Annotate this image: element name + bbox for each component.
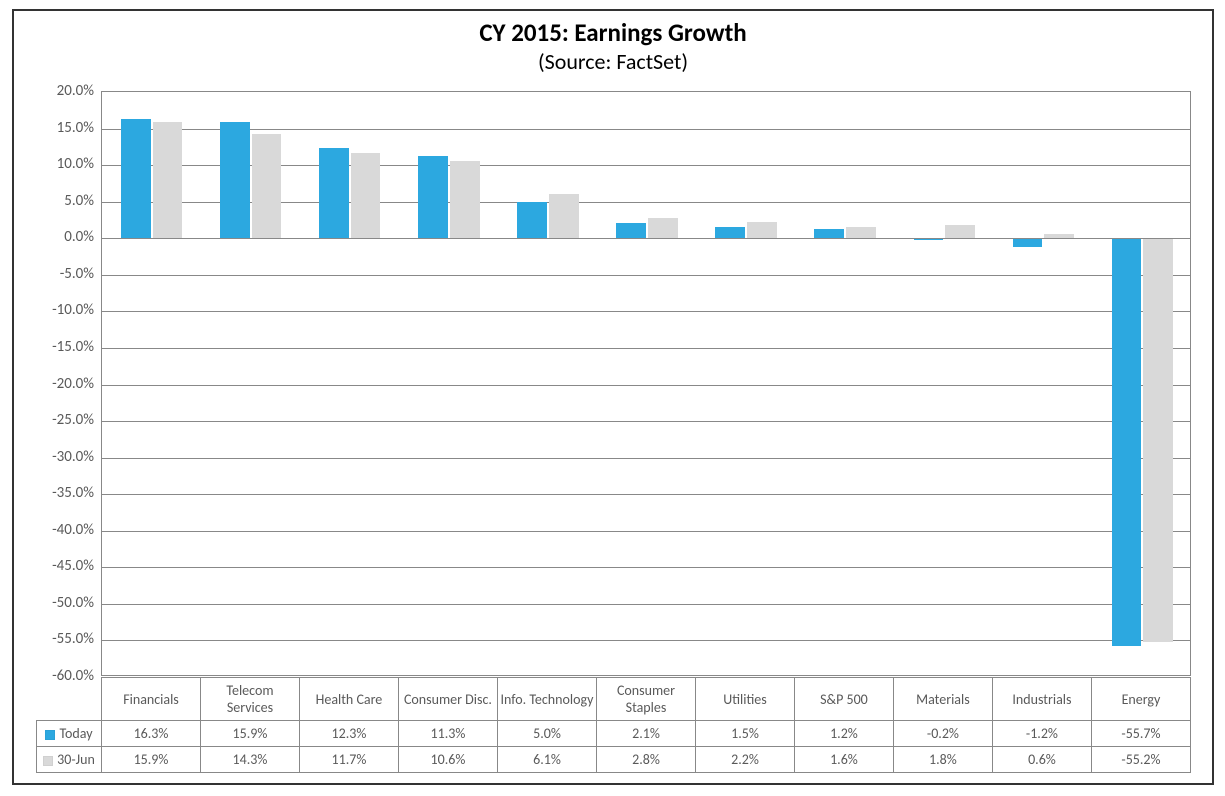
bar	[648, 218, 678, 238]
table-value-cell: 11.7%	[299, 747, 398, 773]
legend-label: Today	[59, 725, 92, 742]
legend-swatch	[43, 756, 53, 766]
bar	[1112, 238, 1142, 645]
legend-swatch	[45, 730, 55, 740]
table-value-cell: 1.6%	[794, 747, 893, 773]
table-value-cell: 1.8%	[893, 747, 992, 773]
table-value-cell: 2.2%	[695, 747, 794, 773]
table-category-header: Consumer Disc.	[398, 678, 497, 721]
y-tick-label: -30.0%	[36, 448, 94, 466]
table-category-header: Materials	[893, 678, 992, 721]
bar	[549, 194, 579, 239]
table-category-header: Energy	[1091, 678, 1190, 721]
y-tick-label: -25.0%	[36, 411, 94, 429]
y-tick-label: -35.0%	[36, 484, 94, 502]
table-value-cell: 11.3%	[398, 721, 497, 747]
legend-label: 30-Jun	[57, 751, 95, 768]
table-value-cell: 2.8%	[596, 747, 695, 773]
table-header-empty	[37, 678, 102, 721]
table-value-cell: 14.3%	[200, 747, 299, 773]
table-row: Today 16.3%15.9%12.3%11.3%5.0%2.1%1.5%1.2…	[37, 721, 1191, 747]
y-tick-label: -5.0%	[36, 265, 94, 283]
bar	[319, 148, 349, 238]
data-table: FinancialsTelecom ServicesHealth CareCon…	[36, 677, 1191, 773]
bars-layer	[102, 92, 1190, 675]
bar	[747, 222, 777, 238]
table-category-header: Info. Technology	[497, 678, 596, 721]
legend-cell: Today	[37, 721, 102, 747]
table-value-cell: -55.7%	[1091, 721, 1190, 747]
y-tick-label: 0.0%	[36, 228, 94, 246]
plot-area	[101, 91, 1191, 676]
table-category-header: Telecom Services	[200, 678, 299, 721]
table-category-header: Industrials	[992, 678, 1091, 721]
bar	[715, 227, 745, 238]
bar	[351, 153, 381, 239]
title-block: CY 2015: Earnings Growth (Source: FactSe…	[14, 11, 1212, 76]
y-tick-label: -20.0%	[36, 375, 94, 393]
bar	[616, 223, 646, 238]
bar	[450, 161, 480, 239]
y-tick-label: 5.0%	[36, 192, 94, 210]
y-tick-label: 20.0%	[36, 82, 94, 100]
bar	[153, 122, 183, 238]
y-tick-label: -10.0%	[36, 301, 94, 319]
table-value-cell: -0.2%	[893, 721, 992, 747]
table-value-cell: 12.3%	[299, 721, 398, 747]
table-value-cell: 5.0%	[497, 721, 596, 747]
bar	[945, 225, 975, 238]
table-category-header: Consumer Staples	[596, 678, 695, 721]
y-tick-label: -55.0%	[36, 630, 94, 648]
chart-title: CY 2015: Earnings Growth	[14, 17, 1212, 48]
bar	[220, 122, 250, 238]
table-category-header: Financials	[101, 678, 200, 721]
table-value-cell: 16.3%	[101, 721, 200, 747]
chart-subtitle: (Source: FactSet)	[14, 48, 1212, 76]
table-value-cell: 6.1%	[497, 747, 596, 773]
chart-frame: CY 2015: Earnings Growth (Source: FactSe…	[12, 9, 1214, 785]
bar	[1013, 238, 1043, 247]
table-row: 30-Jun15.9%14.3%11.7%10.6%6.1%2.8%2.2%1.…	[37, 747, 1191, 773]
bar	[1143, 238, 1173, 642]
table-value-cell: 10.6%	[398, 747, 497, 773]
chart-area: 20.0%15.0%10.0%5.0%0.0%-5.0%-10.0%-15.0%…	[36, 91, 1194, 781]
bar	[814, 229, 844, 238]
bar	[418, 156, 448, 239]
table-value-cell: -55.2%	[1091, 747, 1190, 773]
y-tick-label: -50.0%	[36, 594, 94, 612]
table-value-cell: 1.5%	[695, 721, 794, 747]
table-value-cell: -1.2%	[992, 721, 1091, 747]
bar	[252, 134, 282, 239]
bar	[517, 202, 547, 239]
bar	[846, 227, 876, 239]
table-category-header: Utilities	[695, 678, 794, 721]
y-tick-label: -45.0%	[36, 557, 94, 575]
table-value-cell: 1.2%	[794, 721, 893, 747]
y-tick-label: 10.0%	[36, 155, 94, 173]
y-tick-label: -15.0%	[36, 338, 94, 356]
table-category-header: S&P 500	[794, 678, 893, 721]
zero-line	[102, 238, 1190, 239]
table-value-cell: 0.6%	[992, 747, 1091, 773]
table-value-cell: 15.9%	[200, 721, 299, 747]
table-category-header: Health Care	[299, 678, 398, 721]
legend-cell: 30-Jun	[37, 747, 102, 773]
y-tick-label: 15.0%	[36, 119, 94, 137]
table-value-cell: 2.1%	[596, 721, 695, 747]
bar	[121, 119, 151, 238]
y-tick-label: -40.0%	[36, 521, 94, 539]
table-value-cell: 15.9%	[101, 747, 200, 773]
